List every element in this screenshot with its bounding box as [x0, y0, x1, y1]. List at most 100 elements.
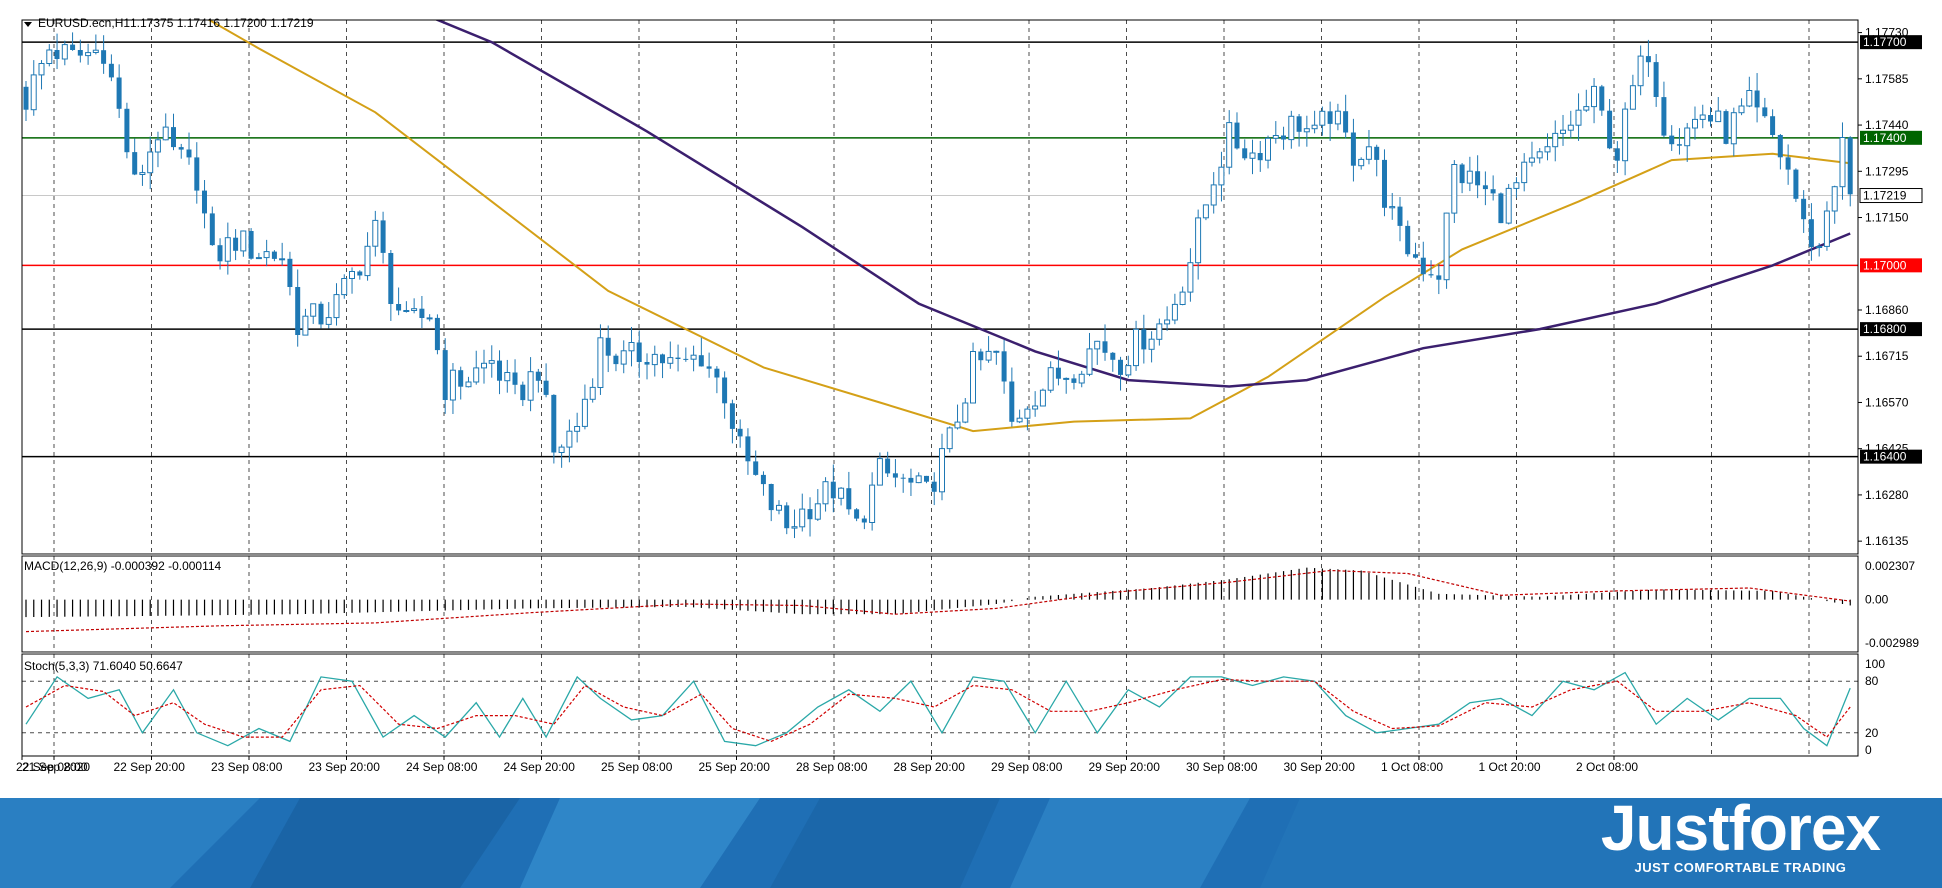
candle	[1078, 370, 1085, 388]
candle	[147, 136, 154, 190]
candle-body-bull	[30, 74, 37, 111]
candle	[605, 325, 611, 373]
candle-body-bear	[1102, 341, 1108, 353]
candle-body-bull	[302, 315, 309, 336]
candle-body-bull	[1125, 365, 1132, 376]
candle	[753, 450, 759, 476]
candle-body-bull	[61, 44, 68, 60]
candle-body-bear	[396, 304, 402, 311]
candle-body-bull	[1334, 110, 1341, 125]
candle	[729, 399, 735, 444]
candle-body-bear	[1490, 189, 1496, 194]
candle-body-bear	[295, 287, 301, 335]
candle-body-bear	[209, 213, 215, 246]
candle-body-bull	[1513, 182, 1520, 189]
candle-body-bull	[1365, 146, 1372, 160]
stoch-axis-label: 20	[1865, 726, 1879, 740]
candle	[768, 483, 774, 522]
candle-body-bull	[1466, 170, 1473, 184]
candle-body-bear	[1708, 115, 1713, 122]
moving-averages	[207, 20, 1851, 433]
candle	[194, 142, 200, 204]
candle-body-bear	[745, 436, 751, 462]
candle-body-bull	[1358, 158, 1365, 167]
macd-signal-line	[25, 569, 1851, 633]
price-tick-label: 1.16280	[1865, 488, 1909, 502]
candle	[449, 363, 456, 414]
candle	[1350, 118, 1356, 182]
candle	[1047, 361, 1054, 393]
candle-body-bear	[1607, 110, 1613, 149]
candle-body-bull	[1730, 112, 1737, 145]
candle-body-bear	[54, 50, 60, 59]
candle-body-bear	[900, 477, 906, 479]
candle-body-bull	[620, 350, 627, 365]
candle	[279, 242, 286, 266]
candle-body-bear	[1723, 111, 1729, 144]
candle-body-bull	[814, 503, 821, 520]
candle-body-bear	[706, 366, 712, 369]
trading-chart[interactable]: 1.177301.175851.174401.172951.171501.168…	[0, 0, 1942, 800]
candle	[1242, 139, 1248, 161]
candle	[1303, 115, 1310, 147]
price-tick-label: 1.17585	[1865, 72, 1909, 86]
candle-body-bull	[325, 317, 332, 325]
candle	[784, 502, 790, 535]
candle	[302, 308, 309, 336]
candle	[1249, 139, 1256, 175]
candle	[814, 489, 821, 521]
candle-body-bear	[497, 360, 502, 381]
candle	[1738, 98, 1745, 116]
candle	[1009, 367, 1015, 427]
time-tick-label: 25 Sep 08:00	[601, 760, 673, 774]
level-label-box	[1860, 130, 1922, 145]
candle	[1839, 122, 1846, 200]
candle-body-bull	[1226, 122, 1233, 168]
time-tick-label: 22 Sep 20:00	[114, 760, 186, 774]
candle-body-bull	[372, 219, 379, 247]
candle	[1684, 122, 1691, 162]
candle-body-bear	[908, 477, 914, 483]
candle-body-bull	[1202, 204, 1209, 219]
candle	[1218, 151, 1225, 202]
candle	[861, 515, 867, 530]
dropdown-triangle-icon[interactable]	[24, 22, 32, 27]
candle-body-bull	[776, 504, 782, 511]
candle	[1505, 183, 1512, 225]
candle	[1016, 409, 1023, 424]
candle	[714, 366, 720, 394]
candle	[1063, 377, 1070, 394]
candle	[1801, 190, 1807, 233]
candle	[349, 267, 355, 294]
candle	[690, 345, 697, 372]
time-tick-label: 2 Oct 08:00	[1576, 760, 1638, 774]
candle	[1405, 220, 1411, 257]
candle-body-bear	[248, 231, 254, 259]
candle-body-bear	[613, 355, 619, 365]
candle	[706, 352, 712, 378]
candle-body-bull	[667, 357, 674, 364]
candle	[139, 164, 146, 186]
candle	[1202, 204, 1209, 221]
stoch-axis-label: 100	[1865, 657, 1885, 671]
candle-body-bull	[1210, 184, 1217, 206]
current-price-box	[1859, 188, 1923, 204]
candle	[1071, 374, 1077, 390]
candle-body-bear	[1234, 122, 1240, 149]
candle-body-bear	[1661, 97, 1667, 136]
ma-fast-line	[207, 20, 1851, 433]
candle-body-bear	[194, 157, 200, 191]
stoch-signal-line	[25, 678, 1851, 743]
level-label-box	[1860, 258, 1922, 273]
banner-shape	[520, 798, 760, 888]
candle	[504, 359, 511, 393]
candle-body-bull	[1303, 128, 1310, 133]
candle	[954, 404, 961, 430]
candle-body-bear	[675, 357, 681, 359]
candle	[209, 206, 215, 246]
candle	[364, 232, 371, 281]
candle-body-bull	[1078, 373, 1085, 384]
candle	[908, 468, 914, 496]
candle-body-bull	[1272, 135, 1279, 139]
